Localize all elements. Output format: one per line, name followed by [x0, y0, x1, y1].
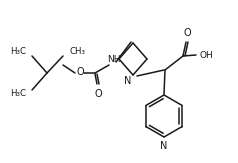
- Text: O: O: [94, 89, 102, 99]
- Text: H₃C: H₃C: [10, 89, 26, 98]
- Text: NH: NH: [107, 55, 121, 65]
- Text: O: O: [183, 28, 191, 38]
- Text: O: O: [76, 67, 84, 77]
- Text: OH: OH: [199, 51, 213, 59]
- Text: H₃C: H₃C: [10, 47, 26, 57]
- Text: CH₃: CH₃: [69, 47, 85, 57]
- Text: N: N: [160, 141, 168, 151]
- Text: N: N: [124, 76, 132, 86]
